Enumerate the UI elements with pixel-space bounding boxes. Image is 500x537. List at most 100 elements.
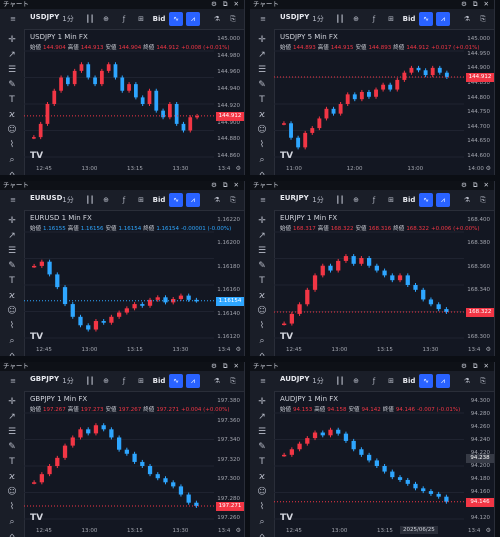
settings-gear-icon[interactable]: ⚙ [485, 346, 491, 353]
toolbar-bid-button[interactable]: Bid [402, 15, 416, 23]
drawing-tool-8-icon[interactable]: ⌕ [259, 155, 265, 165]
area-chart-icon[interactable]: ⩘ [186, 193, 200, 207]
line-chart-icon[interactable]: ∿ [419, 374, 433, 388]
menu-icon[interactable]: ≡ [260, 377, 266, 385]
line-chart-icon[interactable]: ∿ [419, 193, 433, 207]
settings-gear-icon[interactable]: ⚙ [235, 346, 241, 353]
candles-icon[interactable]: ┃┃ [335, 377, 345, 385]
menu-icon[interactable]: ≡ [10, 15, 16, 23]
drawing-tool-0-icon[interactable]: ✛ [258, 216, 266, 226]
area-chart-icon[interactable]: ⩘ [186, 12, 200, 26]
drawing-tool-0-icon[interactable]: ✛ [258, 397, 266, 407]
snapshot-icon[interactable]: ⎘ [230, 15, 236, 23]
drawing-tool-6-icon[interactable]: ☺ [7, 125, 17, 135]
drawing-tool-3-icon[interactable]: ✎ [258, 80, 266, 90]
compare-icon[interactable]: ⊕ [103, 377, 109, 385]
price-chart[interactable] [24, 391, 214, 523]
area-chart-icon[interactable]: ⩘ [436, 12, 450, 26]
settings-gear-icon[interactable]: ⚙ [235, 527, 241, 534]
indicators-icon[interactable]: ƒ [372, 377, 376, 385]
drawing-tool-1-icon[interactable]: ↗ [258, 412, 266, 422]
toolbar-interval-button[interactable]: 1分 [312, 377, 324, 385]
drawing-tool-6-icon[interactable]: ☺ [257, 306, 267, 316]
price-chart[interactable] [274, 391, 464, 523]
drawing-tool-8-icon[interactable]: ⌕ [259, 336, 265, 346]
drawing-tool-1-icon[interactable]: ↗ [258, 231, 266, 241]
symbol-selector[interactable]: EURUSD [30, 194, 63, 202]
drawing-tool-2-icon[interactable]: ☰ [257, 65, 267, 75]
menu-icon[interactable]: ≡ [10, 196, 16, 204]
drawing-tool-0-icon[interactable]: ✛ [8, 397, 16, 407]
drawing-tool-6-icon[interactable]: ☺ [257, 125, 267, 135]
indicators-icon[interactable]: ƒ [122, 196, 126, 204]
toolbar-bid-button[interactable]: Bid [402, 196, 416, 204]
drawing-tool-3-icon[interactable]: ✎ [258, 442, 266, 452]
drawing-tool-5-icon[interactable]: ϰ [259, 472, 265, 482]
drawing-tool-9-icon[interactable]: ⌂ [9, 532, 15, 537]
drawing-tool-9-icon[interactable]: ⌂ [259, 170, 265, 175]
drawing-tool-2-icon[interactable]: ☰ [257, 246, 267, 256]
drawing-tool-4-icon[interactable]: T [259, 95, 265, 105]
price-chart[interactable] [24, 29, 214, 161]
drawing-tool-2-icon[interactable]: ☰ [7, 246, 17, 256]
drawing-tool-0-icon[interactable]: ✛ [8, 216, 16, 226]
drawing-tool-7-icon[interactable]: ⌇ [9, 502, 15, 512]
indicators-icon[interactable]: ƒ [372, 15, 376, 23]
overlay-icon[interactable]: ⚗ [213, 196, 221, 204]
candles-icon[interactable]: ┃┃ [85, 377, 95, 385]
indicators-icon[interactable]: ƒ [122, 15, 126, 23]
drawing-tool-7-icon[interactable]: ⌇ [259, 321, 265, 331]
symbol-selector[interactable]: AUDJPY [280, 375, 310, 383]
drawing-tool-8-icon[interactable]: ⌕ [9, 517, 15, 527]
drawing-tool-5-icon[interactable]: ϰ [259, 291, 265, 301]
window-controls[interactable]: ⚙ ⧉ ✕ [210, 362, 241, 370]
toolbar-interval-button[interactable]: 1分 [312, 196, 324, 204]
indicators-icon[interactable]: ƒ [372, 196, 376, 204]
drawing-tool-5-icon[interactable]: ϰ [9, 291, 15, 301]
toolbar-bid-button[interactable]: Bid [402, 377, 416, 385]
drawing-tool-4-icon[interactable]: T [9, 457, 15, 467]
snapshot-icon[interactable]: ⎘ [230, 196, 236, 204]
compare-icon[interactable]: ⊕ [353, 377, 359, 385]
templates-icon[interactable]: ⊞ [388, 377, 394, 385]
window-controls[interactable]: ⚙ ⧉ ✕ [210, 0, 241, 8]
drawing-tool-9-icon[interactable]: ⌂ [9, 351, 15, 356]
drawing-tool-9-icon[interactable]: ⌂ [9, 170, 15, 175]
drawing-tool-2-icon[interactable]: ☰ [257, 427, 267, 437]
drawing-tool-6-icon[interactable]: ☺ [257, 487, 267, 497]
price-chart[interactable] [274, 210, 464, 342]
toolbar-bid-button[interactable]: Bid [152, 377, 166, 385]
drawing-tool-6-icon[interactable]: ☺ [7, 306, 17, 316]
symbol-selector[interactable]: EURJPY [280, 194, 309, 202]
line-chart-icon[interactable]: ∿ [169, 374, 183, 388]
templates-icon[interactable]: ⊞ [388, 196, 394, 204]
compare-icon[interactable]: ⊕ [103, 15, 109, 23]
overlay-icon[interactable]: ⚗ [463, 196, 471, 204]
drawing-tool-7-icon[interactable]: ⌇ [9, 321, 15, 331]
drawing-tool-4-icon[interactable]: T [259, 276, 265, 286]
drawing-tool-7-icon[interactable]: ⌇ [259, 140, 265, 150]
drawing-tool-5-icon[interactable]: ϰ [9, 472, 15, 482]
compare-icon[interactable]: ⊕ [353, 15, 359, 23]
overlay-icon[interactable]: ⚗ [463, 377, 471, 385]
line-chart-icon[interactable]: ∿ [169, 12, 183, 26]
drawing-tool-3-icon[interactable]: ✎ [8, 261, 16, 271]
symbol-selector[interactable]: USDJPY [30, 13, 60, 21]
window-controls[interactable]: ⚙ ⧉ ✕ [460, 0, 491, 8]
menu-icon[interactable]: ≡ [260, 15, 266, 23]
drawing-tool-2-icon[interactable]: ☰ [7, 65, 17, 75]
drawing-tool-2-icon[interactable]: ☰ [7, 427, 17, 437]
candles-icon[interactable]: ┃┃ [85, 196, 95, 204]
window-controls[interactable]: ⚙ ⧉ ✕ [210, 181, 241, 189]
drawing-tool-1-icon[interactable]: ↗ [8, 50, 16, 60]
snapshot-icon[interactable]: ⎘ [480, 377, 486, 385]
drawing-tool-1-icon[interactable]: ↗ [8, 412, 16, 422]
overlay-icon[interactable]: ⚗ [213, 15, 221, 23]
toolbar-interval-button[interactable]: 1分 [62, 196, 74, 204]
drawing-tool-8-icon[interactable]: ⌕ [9, 155, 15, 165]
toolbar-interval-button[interactable]: 1分 [62, 15, 74, 23]
drawing-tool-6-icon[interactable]: ☺ [7, 487, 17, 497]
compare-icon[interactable]: ⊕ [353, 196, 359, 204]
candles-icon[interactable]: ┃┃ [335, 196, 345, 204]
drawing-tool-3-icon[interactable]: ✎ [8, 442, 16, 452]
